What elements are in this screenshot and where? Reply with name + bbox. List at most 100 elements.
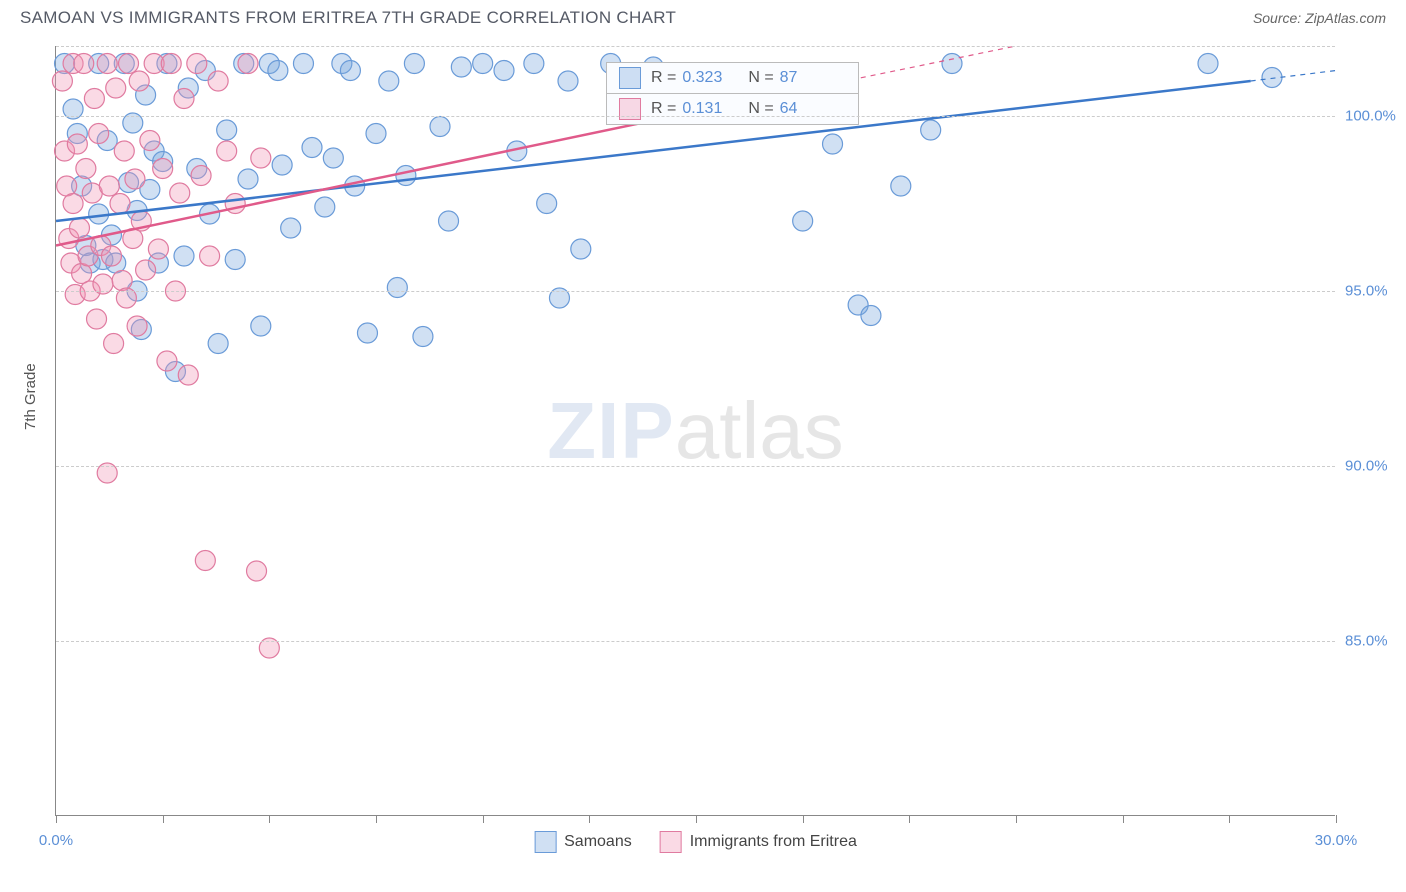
- scatter-point: [76, 159, 96, 179]
- scatter-point: [52, 71, 72, 91]
- x-tick: [589, 815, 590, 823]
- scatter-point: [110, 194, 130, 214]
- source-label: Source: ZipAtlas.com: [1253, 10, 1386, 26]
- gridline: [56, 46, 1335, 47]
- scatter-point: [413, 327, 433, 347]
- x-tick: [56, 815, 57, 823]
- scatter-point: [823, 134, 843, 154]
- y-tick-label: 85.0%: [1345, 633, 1405, 650]
- stats-swatch: [619, 67, 641, 89]
- scatter-point: [174, 89, 194, 109]
- x-tick: [1229, 815, 1230, 823]
- scatter-point: [451, 57, 471, 77]
- scatter-point: [293, 54, 313, 74]
- chart-title: SAMOAN VS IMMIGRANTS FROM ERITREA 7TH GR…: [20, 8, 676, 28]
- scatter-point: [238, 54, 258, 74]
- scatter-point: [861, 306, 881, 326]
- y-tick-label: 100.0%: [1345, 108, 1405, 125]
- scatter-point: [315, 197, 335, 217]
- legend-item: Immigrants from Eritrea: [660, 831, 857, 853]
- scatter-point: [430, 117, 450, 137]
- scatter-point: [69, 218, 89, 238]
- scatter-point: [148, 239, 168, 259]
- x-tick: [483, 815, 484, 823]
- scatter-point: [396, 166, 416, 186]
- scatter-point: [272, 155, 292, 175]
- scatter-point: [439, 211, 459, 231]
- scatter-point: [161, 54, 181, 74]
- y-axis-title: 7th Grade: [22, 363, 39, 430]
- scatter-point: [114, 141, 134, 161]
- scatter-point: [537, 194, 557, 214]
- gridline: [56, 641, 1335, 642]
- gridline: [56, 291, 1335, 292]
- stats-row: R = 0.323 N = 87: [607, 63, 858, 94]
- x-tick: [269, 815, 270, 823]
- scatter-point: [153, 159, 173, 179]
- scatter-point: [127, 316, 147, 336]
- x-tick: [1123, 815, 1124, 823]
- legend: Samoans Immigrants from Eritrea: [534, 831, 857, 853]
- scatter-point: [74, 54, 94, 74]
- scatter-point: [921, 120, 941, 140]
- stats-n-label: N =: [748, 69, 773, 87]
- scatter-point: [87, 309, 107, 329]
- scatter-point: [217, 120, 237, 140]
- scatter-point: [571, 239, 591, 259]
- scatter-point: [140, 131, 160, 151]
- scatter-svg: [56, 46, 1335, 815]
- scatter-point: [112, 271, 132, 291]
- scatter-point: [187, 54, 207, 74]
- scatter-point: [494, 61, 514, 81]
- scatter-point: [208, 71, 228, 91]
- scatter-point: [99, 176, 119, 196]
- stats-r-label: R =: [651, 69, 676, 87]
- scatter-point: [238, 169, 258, 189]
- scatter-point: [174, 246, 194, 266]
- stats-row: R =0.131N =64: [607, 94, 858, 124]
- scatter-point: [178, 365, 198, 385]
- legend-label: Samoans: [564, 833, 632, 851]
- scatter-point: [136, 260, 156, 280]
- scatter-point: [524, 54, 544, 74]
- scatter-point: [67, 134, 87, 154]
- legend-swatch: [534, 831, 556, 853]
- scatter-point: [63, 194, 83, 214]
- y-tick-label: 90.0%: [1345, 458, 1405, 475]
- scatter-point: [129, 71, 149, 91]
- y-tick-label: 95.0%: [1345, 283, 1405, 300]
- scatter-point: [200, 246, 220, 266]
- scatter-point: [84, 89, 104, 109]
- scatter-point: [1262, 68, 1282, 88]
- scatter-point: [387, 278, 407, 298]
- chart-area: ZIPatlas R =0.323N =87R =0.131N =64 Samo…: [55, 46, 1335, 816]
- x-tick: [163, 815, 164, 823]
- x-tick-label: 30.0%: [1315, 832, 1358, 849]
- stats-n-value: 87: [780, 69, 828, 87]
- scatter-point: [104, 334, 124, 354]
- scatter-point: [119, 54, 139, 74]
- scatter-point: [558, 71, 578, 91]
- gridline: [56, 116, 1335, 117]
- scatter-point: [404, 54, 424, 74]
- scatter-point: [191, 166, 211, 186]
- scatter-point: [268, 61, 288, 81]
- x-tick: [803, 815, 804, 823]
- gridline: [56, 466, 1335, 467]
- x-tick: [909, 815, 910, 823]
- scatter-point: [125, 169, 145, 189]
- scatter-point: [195, 551, 215, 571]
- legend-swatch: [660, 831, 682, 853]
- stats-r-value: 0.323: [682, 69, 730, 87]
- scatter-point: [101, 246, 121, 266]
- x-tick: [696, 815, 697, 823]
- x-tick: [1016, 815, 1017, 823]
- scatter-point: [89, 124, 109, 144]
- scatter-point: [157, 351, 177, 371]
- header: SAMOAN VS IMMIGRANTS FROM ERITREA 7TH GR…: [0, 0, 1406, 32]
- x-tick: [1336, 815, 1337, 823]
- scatter-point: [1198, 54, 1218, 74]
- scatter-point: [247, 561, 267, 581]
- scatter-point: [323, 148, 343, 168]
- scatter-point: [891, 176, 911, 196]
